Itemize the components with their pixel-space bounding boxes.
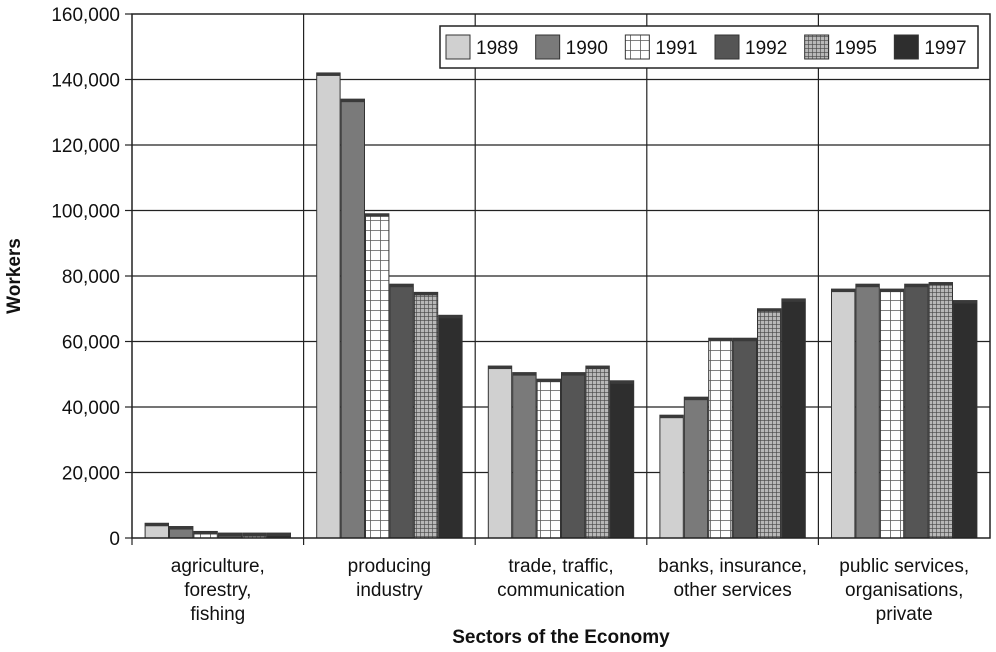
y-tick-label: 160,000 <box>51 5 120 26</box>
y-tick-label: 120,000 <box>51 136 120 157</box>
bar-top-edge <box>242 533 267 537</box>
bar-1990-3 <box>683 396 709 539</box>
category-label: communication <box>497 580 625 601</box>
bar-1991-1 <box>365 213 390 539</box>
bar-top-edge <box>537 379 561 383</box>
bar-1995-2 <box>585 365 610 539</box>
bar-1997-4 <box>953 300 978 539</box>
legend-label-1990: 1990 <box>566 38 608 59</box>
y-tick-label: 40,000 <box>62 398 120 419</box>
bar-1991-3 <box>708 337 733 539</box>
bar-1990-2 <box>512 372 537 539</box>
y-tick-label: 100,000 <box>51 202 120 223</box>
bar-top-edge <box>831 289 855 293</box>
bar-1995-3 <box>757 308 782 539</box>
bar-top-edge <box>169 526 193 530</box>
legend-label-1991: 1991 <box>655 38 697 59</box>
bar-1990-4 <box>855 283 880 539</box>
bar-top-edge <box>929 282 953 286</box>
legend-swatch-1995 <box>804 34 830 60</box>
y-tick-label: 80,000 <box>62 267 120 288</box>
legend-label-1989: 1989 <box>476 38 518 59</box>
y-tick-label: 60,000 <box>62 333 120 354</box>
legend-label-1992: 1992 <box>745 38 787 59</box>
legend-swatch-1992 <box>714 34 740 60</box>
bar-top-edge <box>365 213 389 217</box>
legend-swatch-1997 <box>893 34 919 60</box>
bar-top-edge <box>414 292 438 296</box>
bar-1989-1 <box>316 72 341 539</box>
bar-top-edge <box>880 289 904 293</box>
bar-top-edge <box>316 72 341 76</box>
y-tick-label: 0 <box>109 529 120 550</box>
category-label: producing <box>348 556 431 577</box>
bar-top-edge <box>781 298 806 302</box>
bar-top-edge <box>193 531 218 535</box>
y-axis-title: Workers <box>4 238 25 314</box>
bar-top-edge <box>341 99 365 103</box>
category-label: banks, insurance, <box>658 556 807 577</box>
bar-top-edge <box>561 372 585 376</box>
y-axis: 0 20,000 40,000 60,000 80,000 100,000 120,000 1… <box>51 5 132 550</box>
bar-top-edge <box>267 533 291 537</box>
legend-swatch-1990 <box>535 34 561 60</box>
bar-top-edge <box>855 284 880 288</box>
bar-top-edge <box>953 300 977 304</box>
bar-1991-4 <box>879 288 905 539</box>
legend-label-1995: 1995 <box>835 38 877 59</box>
legend-label-1997: 1997 <box>924 38 966 59</box>
bar-top-edge <box>145 523 169 527</box>
bar-top-edge <box>610 380 634 384</box>
legend-box <box>439 25 979 69</box>
bar-top-edge <box>733 338 757 342</box>
bar-1992-4 <box>904 283 929 539</box>
bar-1989-2 <box>487 365 513 539</box>
category-label: organisations, <box>845 580 963 601</box>
legend-swatch-1991 <box>624 34 650 60</box>
bar-top-edge <box>757 308 781 312</box>
category-label: other services <box>673 580 791 601</box>
bar-top-edge <box>218 533 242 537</box>
bar-top-edge <box>438 315 463 319</box>
bar-1995-1 <box>413 291 439 539</box>
bar-1997-1 <box>438 314 463 539</box>
bar-1990-1 <box>340 98 366 539</box>
bar-1992-1 <box>389 283 414 539</box>
x-axis: agriculture, forestry, fishing producing ind… <box>131 538 969 625</box>
legend-swatch-1989 <box>445 34 471 60</box>
bar-top-edge <box>659 415 684 419</box>
x-axis-title: Sectors of the Economy <box>452 627 670 648</box>
bar-1995-4 <box>928 282 953 539</box>
y-tick-label: 20,000 <box>62 464 120 485</box>
category-label: private <box>876 604 933 625</box>
y-tick-label: 140,000 <box>51 71 120 92</box>
bar-1989-3 <box>659 414 684 539</box>
category-label: public services, <box>839 556 969 577</box>
category-label: trade, traffic, <box>508 556 613 577</box>
bar-1989-4 <box>831 288 856 539</box>
bar-1997-2 <box>609 380 635 539</box>
bar-top-edge <box>708 338 733 342</box>
bar-1991-2 <box>536 378 561 539</box>
legend: 1989 1990 1991 1992 1995 1997 <box>439 25 979 69</box>
bar-1997-3 <box>781 298 806 539</box>
gridlines <box>132 14 990 538</box>
bar-top-edge <box>512 372 537 376</box>
category-label: fishing <box>190 604 245 625</box>
category-label: industry <box>356 580 423 601</box>
category-label: forestry, <box>184 580 251 601</box>
bars <box>144 72 978 539</box>
bar-top-edge <box>684 397 708 401</box>
bar-top-edge <box>904 284 929 288</box>
bar-1992-3 <box>732 337 757 539</box>
bar-1992-2 <box>561 372 586 539</box>
bar-top-edge <box>585 366 610 370</box>
category-label: agriculture, <box>171 556 265 577</box>
bar-top-edge <box>488 366 512 370</box>
bar-top-edge <box>389 284 414 288</box>
